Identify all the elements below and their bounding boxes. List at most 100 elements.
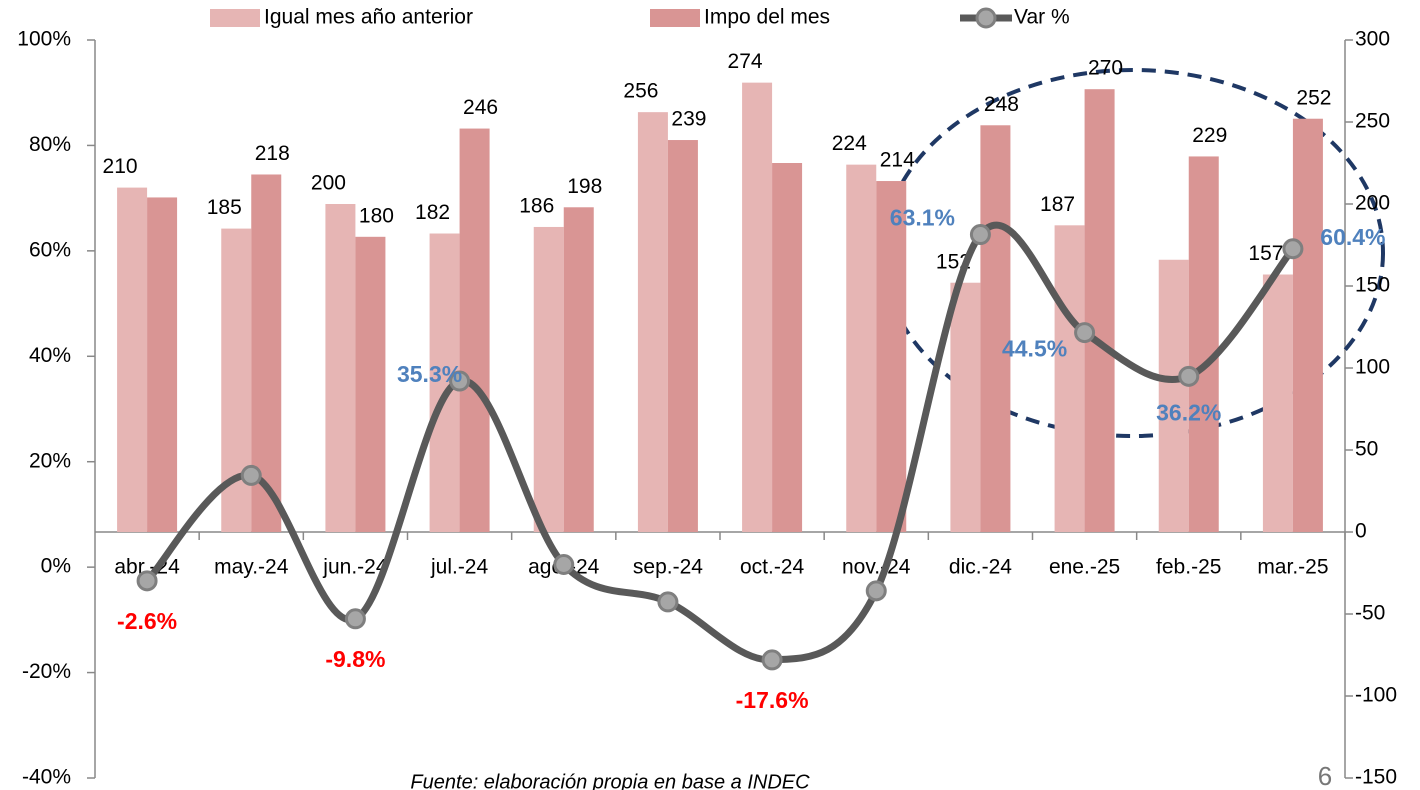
y2-tick-label: 200	[1355, 192, 1390, 215]
y2-tick-label: -100	[1355, 684, 1397, 707]
y2-tick-label: 50	[1355, 438, 1378, 461]
y2-tick-label: 150	[1355, 274, 1390, 297]
bar	[742, 82, 773, 532]
bar	[1054, 225, 1085, 532]
bar	[563, 207, 594, 532]
x-tick-label: mar.-25	[1257, 556, 1328, 579]
bar	[772, 163, 803, 532]
bar	[533, 226, 564, 532]
bar-value-label: 186	[519, 195, 554, 218]
bar-value-label: 185	[207, 196, 242, 219]
y2-tick-label: 100	[1355, 356, 1390, 379]
y-tick-label: 0%	[41, 555, 71, 578]
x-tick-label: jul.-24	[430, 556, 489, 579]
line-marker	[553, 554, 575, 576]
line-marker	[240, 464, 262, 486]
x-tick-label: sep.-24	[633, 556, 703, 579]
line-marker	[1282, 238, 1304, 260]
line	[144, 221, 1296, 664]
line-marker	[1178, 365, 1200, 387]
bar-value-label: 180	[359, 204, 394, 227]
legend-swatch	[210, 9, 260, 27]
bar	[459, 128, 490, 532]
page-number: 6	[1318, 761, 1332, 790]
bar-value-label: 187	[1040, 193, 1075, 216]
y-tick-label: 60%	[29, 238, 71, 261]
bar	[325, 204, 356, 532]
line-value-label: -9.8%	[325, 646, 385, 672]
bar-value-label: 256	[623, 80, 658, 103]
bar	[1188, 156, 1219, 532]
y-tick-label: -40%	[22, 766, 71, 789]
bar-value-label: 229	[1192, 124, 1227, 147]
bar	[147, 197, 178, 532]
bar	[667, 140, 698, 533]
line-value-label: 36.2%	[1156, 399, 1221, 425]
bar	[117, 187, 148, 532]
bar	[950, 282, 981, 532]
bar-value-label: 270	[1088, 57, 1123, 80]
x-tick-label: oct.-24	[740, 556, 805, 579]
bar	[1084, 89, 1115, 532]
bar-value-label: 248	[984, 93, 1019, 116]
bar-value-label: 210	[103, 155, 138, 178]
x-tick-label: jun.-24	[322, 556, 388, 579]
y2-tick-label: -150	[1355, 766, 1397, 789]
bar-value-label: 218	[255, 142, 290, 165]
y-tick-label: 100%	[17, 28, 71, 51]
line-value-label: 44.5%	[1002, 336, 1067, 362]
line-marker	[344, 608, 366, 630]
bar-value-label: 246	[463, 96, 498, 119]
bar-value-label: 239	[671, 108, 706, 131]
x-tick-label: nov.-24	[842, 556, 911, 579]
line-value-label: -2.6%	[117, 608, 177, 634]
x-tick-label: may.-24	[214, 556, 289, 579]
bar-value-label: 274	[728, 50, 763, 73]
x-tick-label: ene.-25	[1049, 556, 1120, 579]
line-marker	[865, 580, 887, 602]
bar	[637, 112, 668, 532]
y-tick-label: 80%	[29, 133, 71, 156]
y2-tick-label: 300	[1355, 28, 1390, 51]
y-tick-label: -20%	[22, 660, 71, 683]
legend-swatch	[650, 9, 700, 27]
line-marker	[761, 649, 783, 671]
source: Fuente: elaboración propia en base a IND…	[410, 771, 810, 790]
line-value-label: 35.3%	[397, 361, 462, 387]
line-marker	[136, 570, 158, 592]
y-tick-label: 20%	[29, 449, 71, 472]
x-tick-label: feb.-25	[1156, 556, 1221, 579]
bar-value-label: 252	[1296, 86, 1331, 109]
bar-value-label: 200	[311, 172, 346, 195]
bar-value-label: 224	[832, 132, 867, 155]
y2-tick-label: -50	[1355, 602, 1385, 625]
bar	[355, 236, 386, 533]
bar	[980, 125, 1011, 532]
bar	[1262, 274, 1293, 532]
bar-value-label: 157	[1248, 242, 1283, 265]
legend-marker	[975, 7, 997, 29]
legend-label: Var %	[1014, 6, 1070, 29]
x-tick-label: dic.-24	[949, 556, 1012, 579]
bar	[846, 164, 877, 532]
line-value-label: 63.1%	[890, 205, 955, 231]
bar-value-label: 182	[415, 201, 450, 224]
y2-tick-label: 250	[1355, 110, 1390, 133]
highlight-ellipse	[881, 68, 1385, 438]
line-marker	[449, 370, 471, 392]
y-tick-label: 40%	[29, 344, 71, 367]
legend-label: Igual mes año anterior	[264, 6, 473, 29]
line-marker	[1074, 322, 1096, 344]
line-value-label: 60.4%	[1320, 224, 1385, 250]
bar-value-label: 198	[567, 175, 602, 198]
line-value-label: -17.6%	[736, 687, 809, 713]
legend-label: Impo del mes	[704, 6, 830, 29]
bar	[1292, 118, 1323, 532]
line-marker	[969, 224, 991, 246]
bar	[876, 181, 907, 533]
line-marker	[657, 591, 679, 613]
bar	[1158, 259, 1189, 532]
bar-value-label: 214	[880, 149, 915, 172]
y2-tick-label: 0	[1355, 520, 1367, 543]
